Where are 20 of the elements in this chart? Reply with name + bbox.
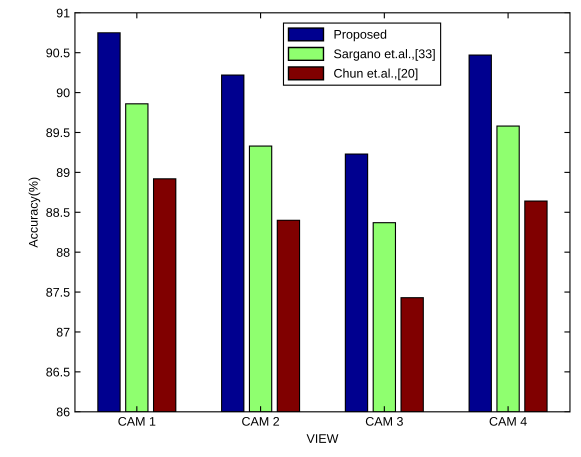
x-tick-label: CAM 2 bbox=[242, 416, 280, 426]
y-tick-label: 87 bbox=[56, 328, 70, 337]
x-axis-title: VIEW bbox=[306, 434, 338, 443]
y-tick-label: 87.5 bbox=[46, 288, 70, 297]
legend-label: Chun et.al.,[20] bbox=[334, 68, 418, 80]
y-tick-label: 90.5 bbox=[46, 48, 70, 58]
legend-label: Sargano et.al.,[33] bbox=[334, 49, 435, 61]
legend-label: Proposed bbox=[334, 30, 386, 42]
y-tick-label: 88 bbox=[56, 248, 70, 257]
y-tick-label: 88.5 bbox=[46, 208, 70, 217]
y-tick-label: 86 bbox=[56, 408, 70, 416]
y-tick-label: 89 bbox=[56, 168, 70, 178]
x-tick-label: CAM 4 bbox=[490, 416, 527, 426]
y-tick-label: 91 bbox=[56, 8, 70, 18]
x-tick-label: CAM 1 bbox=[118, 416, 156, 426]
x-tick-label: CAM 3 bbox=[366, 416, 403, 426]
y-tick-label: 86.5 bbox=[46, 368, 70, 377]
y-tick-label: 89.5 bbox=[46, 128, 70, 138]
y-tick-label: 90 bbox=[56, 88, 70, 98]
y-axis-title: Accuracy(%) bbox=[28, 178, 40, 248]
